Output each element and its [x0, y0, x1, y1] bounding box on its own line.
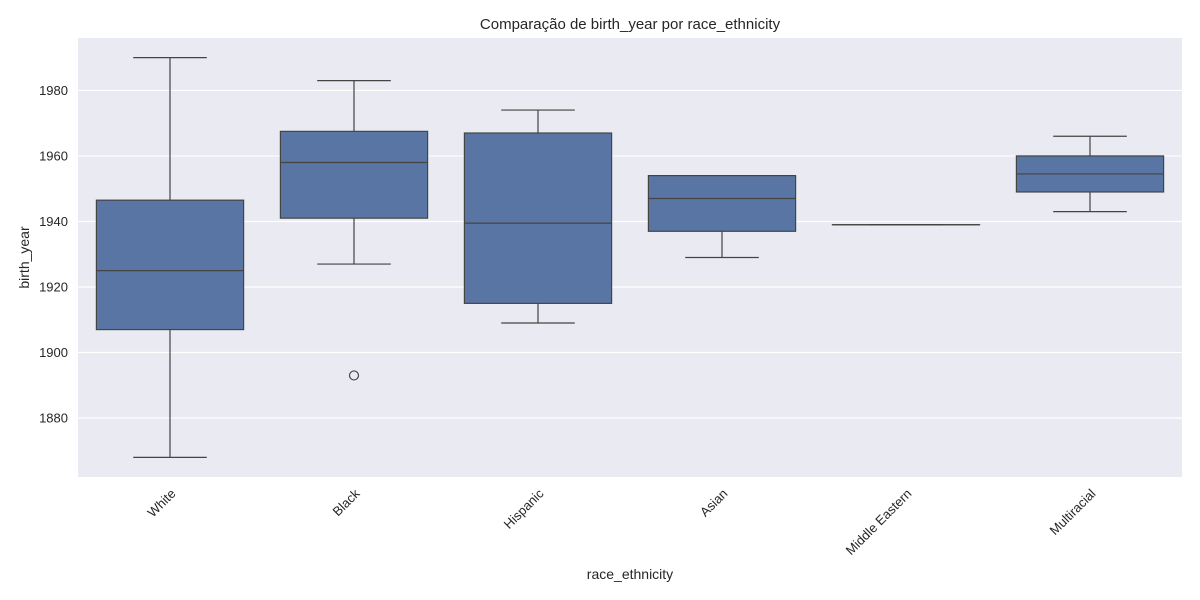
y-tick-label-1880: 1880 — [39, 411, 68, 426]
boxes — [95, 57, 1165, 458]
y-tick-label-1940: 1940 — [39, 214, 68, 229]
x-tick-label-white: White — [144, 486, 178, 520]
box-iqr — [463, 132, 613, 304]
box-multiracial — [1015, 135, 1165, 213]
box-iqr — [647, 174, 797, 232]
outlier-point — [348, 370, 360, 381]
x-tick-label-hispanic: Hispanic — [501, 486, 547, 532]
y-tick-label-1920: 1920 — [39, 279, 68, 294]
box-black — [279, 79, 429, 381]
box-iqr — [279, 130, 429, 219]
x-tick-label-black: Black — [329, 486, 362, 519]
y-tick-label-1960: 1960 — [39, 148, 68, 163]
x-tick-label-middle-eastern: Middle Eastern — [843, 486, 915, 558]
box-iqr — [95, 199, 245, 331]
plot-area — [78, 38, 1182, 477]
chart-title: Comparação de birth_year por race_ethnic… — [480, 16, 781, 33]
box-white — [95, 57, 245, 458]
x-tick-label-asian: Asian — [697, 486, 731, 520]
x-axis-label: race_ethnicity — [587, 566, 673, 582]
x-axis-ticks: White Black Hispanic Asian Middle Eastern Mul… — [144, 486, 1098, 558]
y-axis-ticks: 1880 1900 1920 1940 1960 1980 — [39, 83, 68, 426]
x-tick-label-multiracial: Multiracial — [1047, 486, 1099, 538]
y-axis-label: birth_year — [16, 226, 32, 289]
box-hispanic — [463, 109, 613, 324]
y-tick-label-1900: 1900 — [39, 345, 68, 360]
box-asian — [647, 174, 797, 259]
y-tick-label-1980: 1980 — [39, 83, 68, 98]
gridlines — [78, 89, 1182, 419]
